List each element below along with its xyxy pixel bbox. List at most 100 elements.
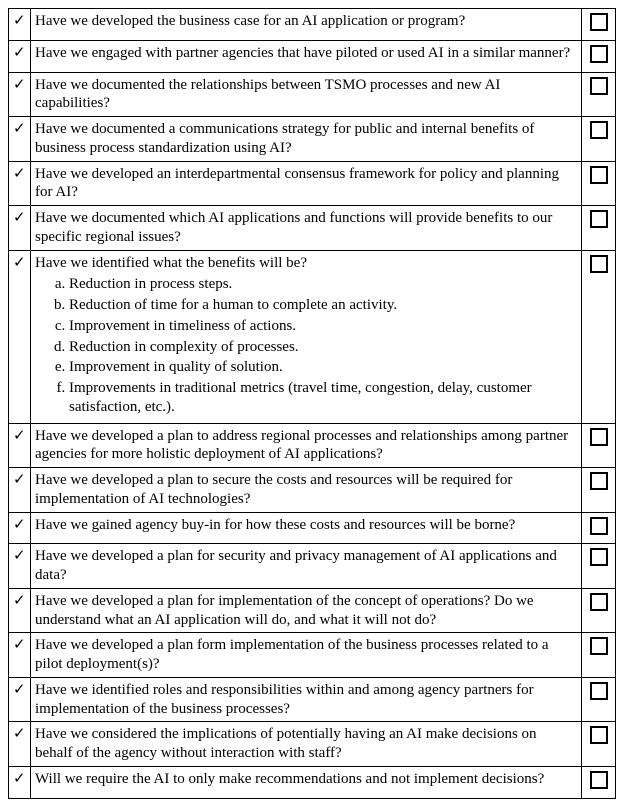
checklist-row: ✓Have we documented which AI application…: [9, 206, 616, 251]
question-text: Have we developed a plan form implementa…: [35, 636, 577, 674]
tick-icon: ✓: [9, 633, 31, 678]
checkbox[interactable]: [590, 13, 608, 31]
checkbox[interactable]: [590, 548, 608, 566]
question-text: Have we developed a plan for implementat…: [35, 592, 577, 630]
question-cell: Have we developed an interdepartmental c…: [31, 161, 582, 206]
checklist-row: ✓Have we documented the relationships be…: [9, 72, 616, 117]
tick-icon: ✓: [9, 423, 31, 468]
checkbox[interactable]: [590, 121, 608, 139]
checklist-row: ✓Will we require the AI to only make rec…: [9, 766, 616, 798]
question-text: Have we developed the business case for …: [35, 12, 577, 31]
question-cell: Have we identified roles and responsibil…: [31, 677, 582, 722]
checkbox-cell: [582, 40, 616, 72]
checkbox-cell: [582, 117, 616, 162]
checklist-row: ✓Have we developed an interdepartmental …: [9, 161, 616, 206]
question-cell: Have we developed a plan form implementa…: [31, 633, 582, 678]
checkbox-cell: [582, 206, 616, 251]
checkbox[interactable]: [590, 45, 608, 63]
tick-icon: ✓: [9, 72, 31, 117]
tick-icon: ✓: [9, 161, 31, 206]
question-text: Have we engaged with partner agencies th…: [35, 44, 577, 63]
checkbox[interactable]: [590, 726, 608, 744]
checkbox[interactable]: [590, 771, 608, 789]
checklist-row: ✓Have we documented a communications str…: [9, 117, 616, 162]
sub-item: Reduction in process steps.: [69, 274, 577, 295]
question-cell: Have we developed a plan to secure the c…: [31, 468, 582, 513]
checklist-row: ✓Have we developed the business case for…: [9, 9, 616, 41]
question-text: Have we considered the implications of p…: [35, 725, 577, 763]
question-text: Have we documented the relationships bet…: [35, 76, 577, 114]
question-cell: Have we developed the business case for …: [31, 9, 582, 41]
sub-item: Improvement in quality of solution.: [69, 357, 577, 378]
tick-icon: ✓: [9, 468, 31, 513]
tick-icon: ✓: [9, 766, 31, 798]
checkbox[interactable]: [590, 637, 608, 655]
question-cell: Have we developed a plan for implementat…: [31, 588, 582, 633]
question-cell: Have we documented which AI applications…: [31, 206, 582, 251]
question-text: Have we documented a communications stra…: [35, 120, 577, 158]
checkbox-cell: [582, 588, 616, 633]
checkbox[interactable]: [590, 472, 608, 490]
question-cell: Will we require the AI to only make reco…: [31, 766, 582, 798]
question-text: Will we require the AI to only make reco…: [35, 770, 577, 789]
tick-icon: ✓: [9, 722, 31, 767]
checkbox-cell: [582, 161, 616, 206]
checkbox[interactable]: [590, 166, 608, 184]
tick-icon: ✓: [9, 250, 31, 423]
checklist-row: ✓Have we developed a plan to secure the …: [9, 468, 616, 513]
tick-icon: ✓: [9, 40, 31, 72]
checklist-row: ✓Have we developed a plan form implement…: [9, 633, 616, 678]
tick-icon: ✓: [9, 206, 31, 251]
sub-list: Reduction in process steps.Reduction of …: [35, 274, 577, 417]
checkbox[interactable]: [590, 682, 608, 700]
checkbox-cell: [582, 633, 616, 678]
question-cell: Have we documented the relationships bet…: [31, 72, 582, 117]
checkbox-cell: [582, 250, 616, 423]
question-text: Have we gained agency buy-in for how the…: [35, 516, 577, 535]
question-cell: Have we gained agency buy-in for how the…: [31, 512, 582, 544]
checklist-table: ✓Have we developed the business case for…: [8, 8, 616, 799]
question-cell: Have we engaged with partner agencies th…: [31, 40, 582, 72]
question-text: Have we developed an interdepartmental c…: [35, 165, 577, 203]
checkbox-cell: [582, 468, 616, 513]
checkbox-cell: [582, 766, 616, 798]
sub-item: Improvements in traditional metrics (tra…: [69, 378, 577, 418]
question-text: Have we documented which AI applications…: [35, 209, 577, 247]
checkbox-cell: [582, 512, 616, 544]
sub-item: Reduction in complexity of processes.: [69, 337, 577, 358]
checkbox[interactable]: [590, 517, 608, 535]
checklist-row: ✓Have we considered the implications of …: [9, 722, 616, 767]
tick-icon: ✓: [9, 544, 31, 589]
checklist-row: ✓Have we developed a plan for implementa…: [9, 588, 616, 633]
checkbox[interactable]: [590, 255, 608, 273]
tick-icon: ✓: [9, 677, 31, 722]
sub-item: Improvement in timeliness of actions.: [69, 316, 577, 337]
sub-item: Reduction of time for a human to complet…: [69, 295, 577, 316]
checkbox-cell: [582, 423, 616, 468]
tick-icon: ✓: [9, 512, 31, 544]
checkbox[interactable]: [590, 428, 608, 446]
question-cell: Have we developed a plan to address regi…: [31, 423, 582, 468]
checkbox-cell: [582, 722, 616, 767]
checklist-row: ✓Have we identified roles and responsibi…: [9, 677, 616, 722]
checkbox[interactable]: [590, 593, 608, 611]
question-text: Have we developed a plan to secure the c…: [35, 471, 577, 509]
question-text: Have we identified roles and responsibil…: [35, 681, 577, 719]
checkbox[interactable]: [590, 77, 608, 95]
question-text: Have we identified what the benefits wil…: [35, 254, 577, 273]
checklist-row: ✓Have we identified what the benefits wi…: [9, 250, 616, 423]
tick-icon: ✓: [9, 588, 31, 633]
checkbox[interactable]: [590, 210, 608, 228]
question-cell: Have we considered the implications of p…: [31, 722, 582, 767]
checklist-row: ✓Have we gained agency buy-in for how th…: [9, 512, 616, 544]
question-cell: Have we developed a plan for security an…: [31, 544, 582, 589]
checklist-row: ✓Have we developed a plan for security a…: [9, 544, 616, 589]
checkbox-cell: [582, 677, 616, 722]
tick-icon: ✓: [9, 117, 31, 162]
tick-icon: ✓: [9, 9, 31, 41]
question-cell: Have we documented a communications stra…: [31, 117, 582, 162]
checklist-row: ✓Have we developed a plan to address reg…: [9, 423, 616, 468]
checkbox-cell: [582, 9, 616, 41]
question-text: Have we developed a plan to address regi…: [35, 427, 577, 465]
checklist-row: ✓Have we engaged with partner agencies t…: [9, 40, 616, 72]
